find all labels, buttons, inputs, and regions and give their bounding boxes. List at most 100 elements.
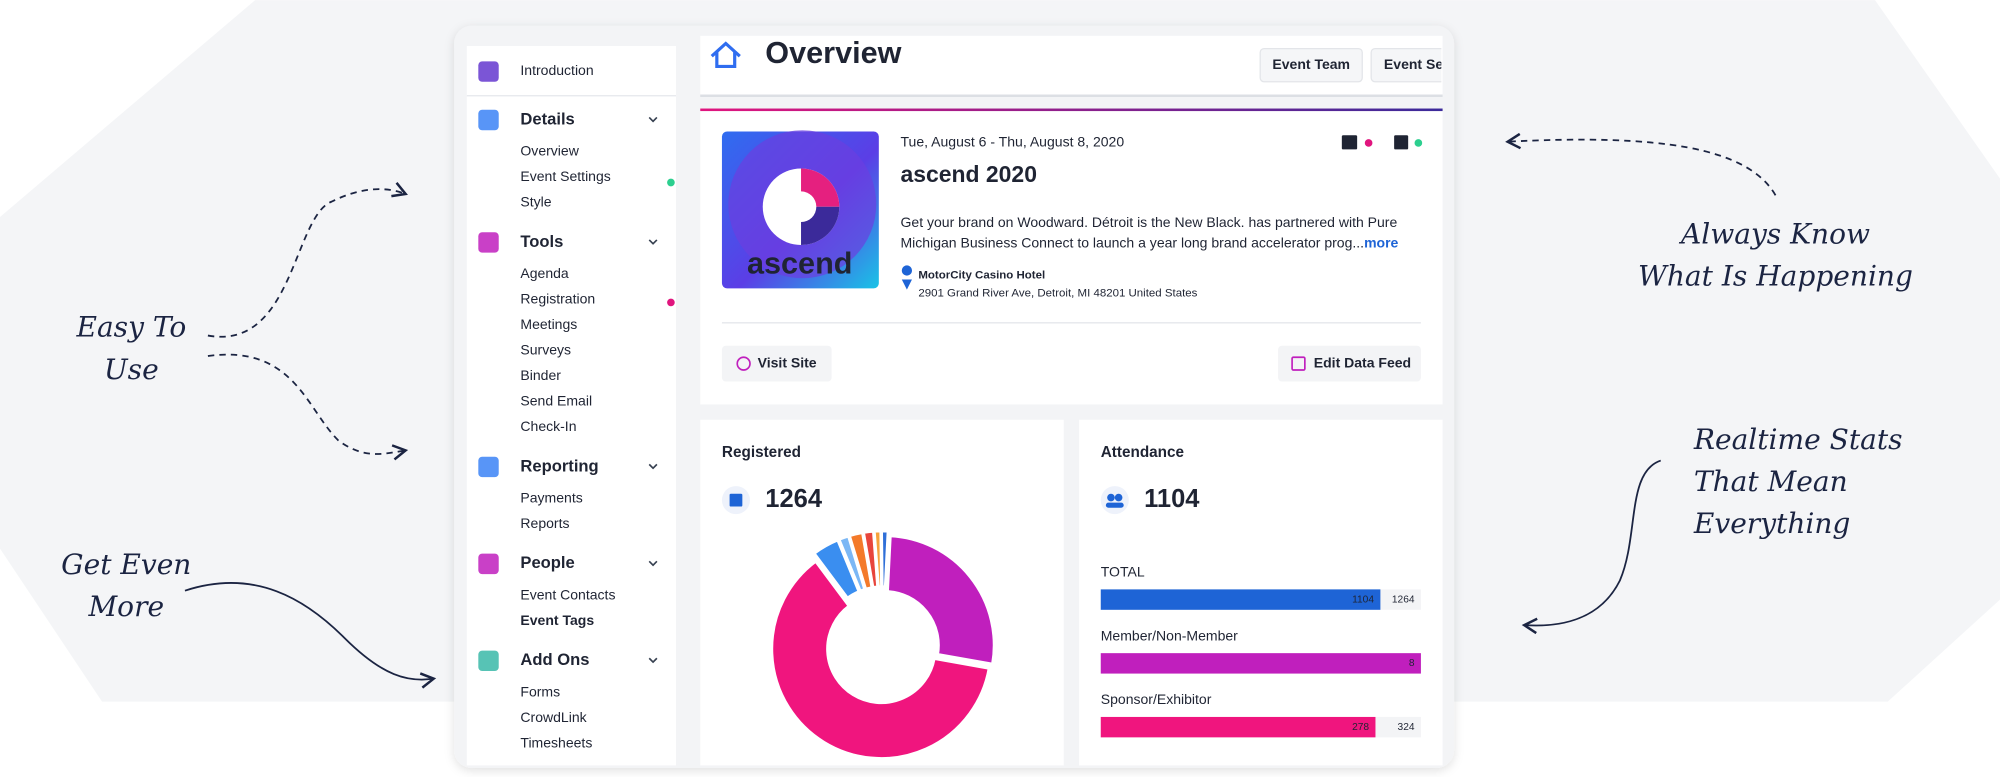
feed-icon	[1291, 356, 1306, 371]
menu-item[interactable]: Payments	[520, 490, 582, 506]
home-icon	[710, 41, 741, 69]
menu-item[interactable]: Style	[520, 194, 551, 210]
people-icon	[1105, 493, 1124, 508]
menu-icon	[478, 650, 499, 672]
menu-item[interactable]: Reports	[520, 515, 569, 531]
menu-icon	[478, 109, 499, 131]
tab[interactable]	[1259, 47, 1363, 83]
logo-text: ascend	[747, 247, 853, 281]
stat-label: Registered	[722, 444, 801, 461]
menu-item[interactable]: Event Contacts	[520, 586, 615, 602]
bar-value: 8	[1409, 658, 1415, 669]
address: 2901 Grand River Ave, Detroit, MI 48201 …	[918, 288, 1197, 300]
event-card-accent	[700, 108, 1443, 112]
bar-label: Member/Non-Member	[1101, 627, 1238, 643]
annotations: Easy To Use Get Even More Always Know What Is…	[61, 218, 1913, 623]
bar-value: 1104	[1352, 594, 1374, 605]
button-label[interactable]: Edit Data Feed	[1314, 354, 1411, 370]
stat-value: 1264	[765, 485, 823, 513]
arrows	[184, 132, 1777, 689]
menu-group[interactable]: Introduction	[520, 62, 593, 78]
more-link[interactable]: more	[1364, 234, 1398, 250]
bar-total: 324	[1398, 722, 1415, 733]
sidebar-menu: Introduction Details Overview Event Setting…	[478, 61, 658, 750]
menu-group[interactable]: People	[520, 553, 574, 572]
menu-item[interactable]: Send Email	[520, 393, 592, 409]
status-dot	[667, 178, 675, 187]
bar-label: TOTAL	[1101, 564, 1145, 580]
menu-icon	[478, 232, 499, 253]
menu-item[interactable]: Forms	[520, 683, 560, 699]
bar-value: 278	[1352, 722, 1369, 733]
button[interactable]	[721, 345, 832, 382]
status-dot	[1414, 139, 1423, 147]
stat-value: 1104	[1144, 485, 1200, 513]
menu-item[interactable]: Overview	[520, 143, 579, 159]
annotation-line: That Mean	[1694, 465, 1848, 498]
description-text: Michigan Business Connect to launch a ye…	[901, 234, 1365, 250]
menu-item[interactable]: CrowdLink	[520, 709, 587, 725]
bar-total: 1264	[1392, 594, 1415, 605]
bar	[1100, 589, 1381, 610]
annotation-line: What Is Happening	[1638, 260, 1913, 293]
annotation-line: Use	[104, 353, 159, 386]
menu-group[interactable]: Add Ons	[520, 650, 589, 669]
badge-icon	[1341, 135, 1358, 150]
menu-group[interactable]: Tools	[520, 232, 563, 251]
menu-item[interactable]: Registration	[520, 291, 595, 307]
menu-item[interactable]: Agenda	[520, 265, 569, 281]
menu-group[interactable]: Details	[520, 109, 574, 128]
bar-chart: TOTAL 1104 1264 Member/Non-Member 8 Sponsor/E…	[1100, 564, 1421, 738]
venue: MotorCity Casino Hotel	[918, 270, 1045, 282]
annotation-line: Easy To	[75, 311, 186, 344]
event-date: Tue, August 6 - Thu, August 8, 2020	[901, 134, 1125, 150]
button[interactable]	[1278, 345, 1421, 382]
chevron	[648, 657, 658, 664]
menu-item[interactable]: Surveys	[520, 342, 571, 358]
event-title: ascend 2020	[901, 161, 1037, 187]
icon-bg	[1100, 486, 1129, 515]
donut-segment	[879, 529, 890, 589]
globe-icon	[736, 356, 751, 371]
chevron	[648, 463, 658, 470]
menu-icon	[478, 553, 499, 575]
menu-item[interactable]: Check-In	[520, 418, 576, 434]
menu-item[interactable]: Event Settings	[520, 168, 610, 184]
menu-item[interactable]: Binder	[520, 367, 561, 383]
button-label[interactable]: Visit Site	[758, 354, 817, 370]
menu-item[interactable]: Meetings	[520, 316, 577, 332]
status-dot	[1364, 139, 1373, 147]
bar	[1100, 653, 1421, 674]
menu-group[interactable]: Reporting	[520, 456, 598, 475]
bar-label: Sponsor/Exhibitor	[1101, 691, 1212, 707]
annotation-line: Always Know	[1678, 218, 1870, 251]
calendar-icon	[1394, 135, 1409, 150]
annotation-line: Realtime Stats	[1693, 423, 1903, 456]
status-dot	[667, 298, 675, 307]
pin-icon	[901, 265, 912, 290]
tab[interactable]	[1370, 47, 1499, 83]
menu-item[interactable]: Event Tags	[520, 612, 594, 628]
page-title: Overview	[765, 36, 901, 70]
donut-segment	[885, 533, 996, 667]
badge-icon	[729, 493, 743, 507]
menu-item[interactable]: Timesheets	[520, 734, 592, 750]
annotation-line: More	[87, 590, 164, 623]
stat-label: Attendance	[1101, 444, 1184, 461]
sidebar	[466, 46, 677, 766]
chevron	[648, 116, 658, 123]
menu-icon	[478, 456, 499, 478]
chevron	[648, 560, 658, 567]
annotation-line: Everything	[1693, 507, 1851, 540]
menu-icon	[478, 61, 499, 82]
tab-label[interactable]: Event Settings	[1384, 56, 1482, 72]
chevron	[648, 239, 658, 245]
event-logo: ascend	[721, 130, 879, 289]
annotation-line: Get Even	[61, 548, 191, 581]
donut-segment	[770, 558, 992, 761]
event-description: Get your brand on Woodward. Détroit is t…	[901, 214, 1398, 230]
tab-label[interactable]: Event Team	[1272, 56, 1350, 72]
event-description: Michigan Business Connect to launch a ye…	[901, 234, 1399, 250]
